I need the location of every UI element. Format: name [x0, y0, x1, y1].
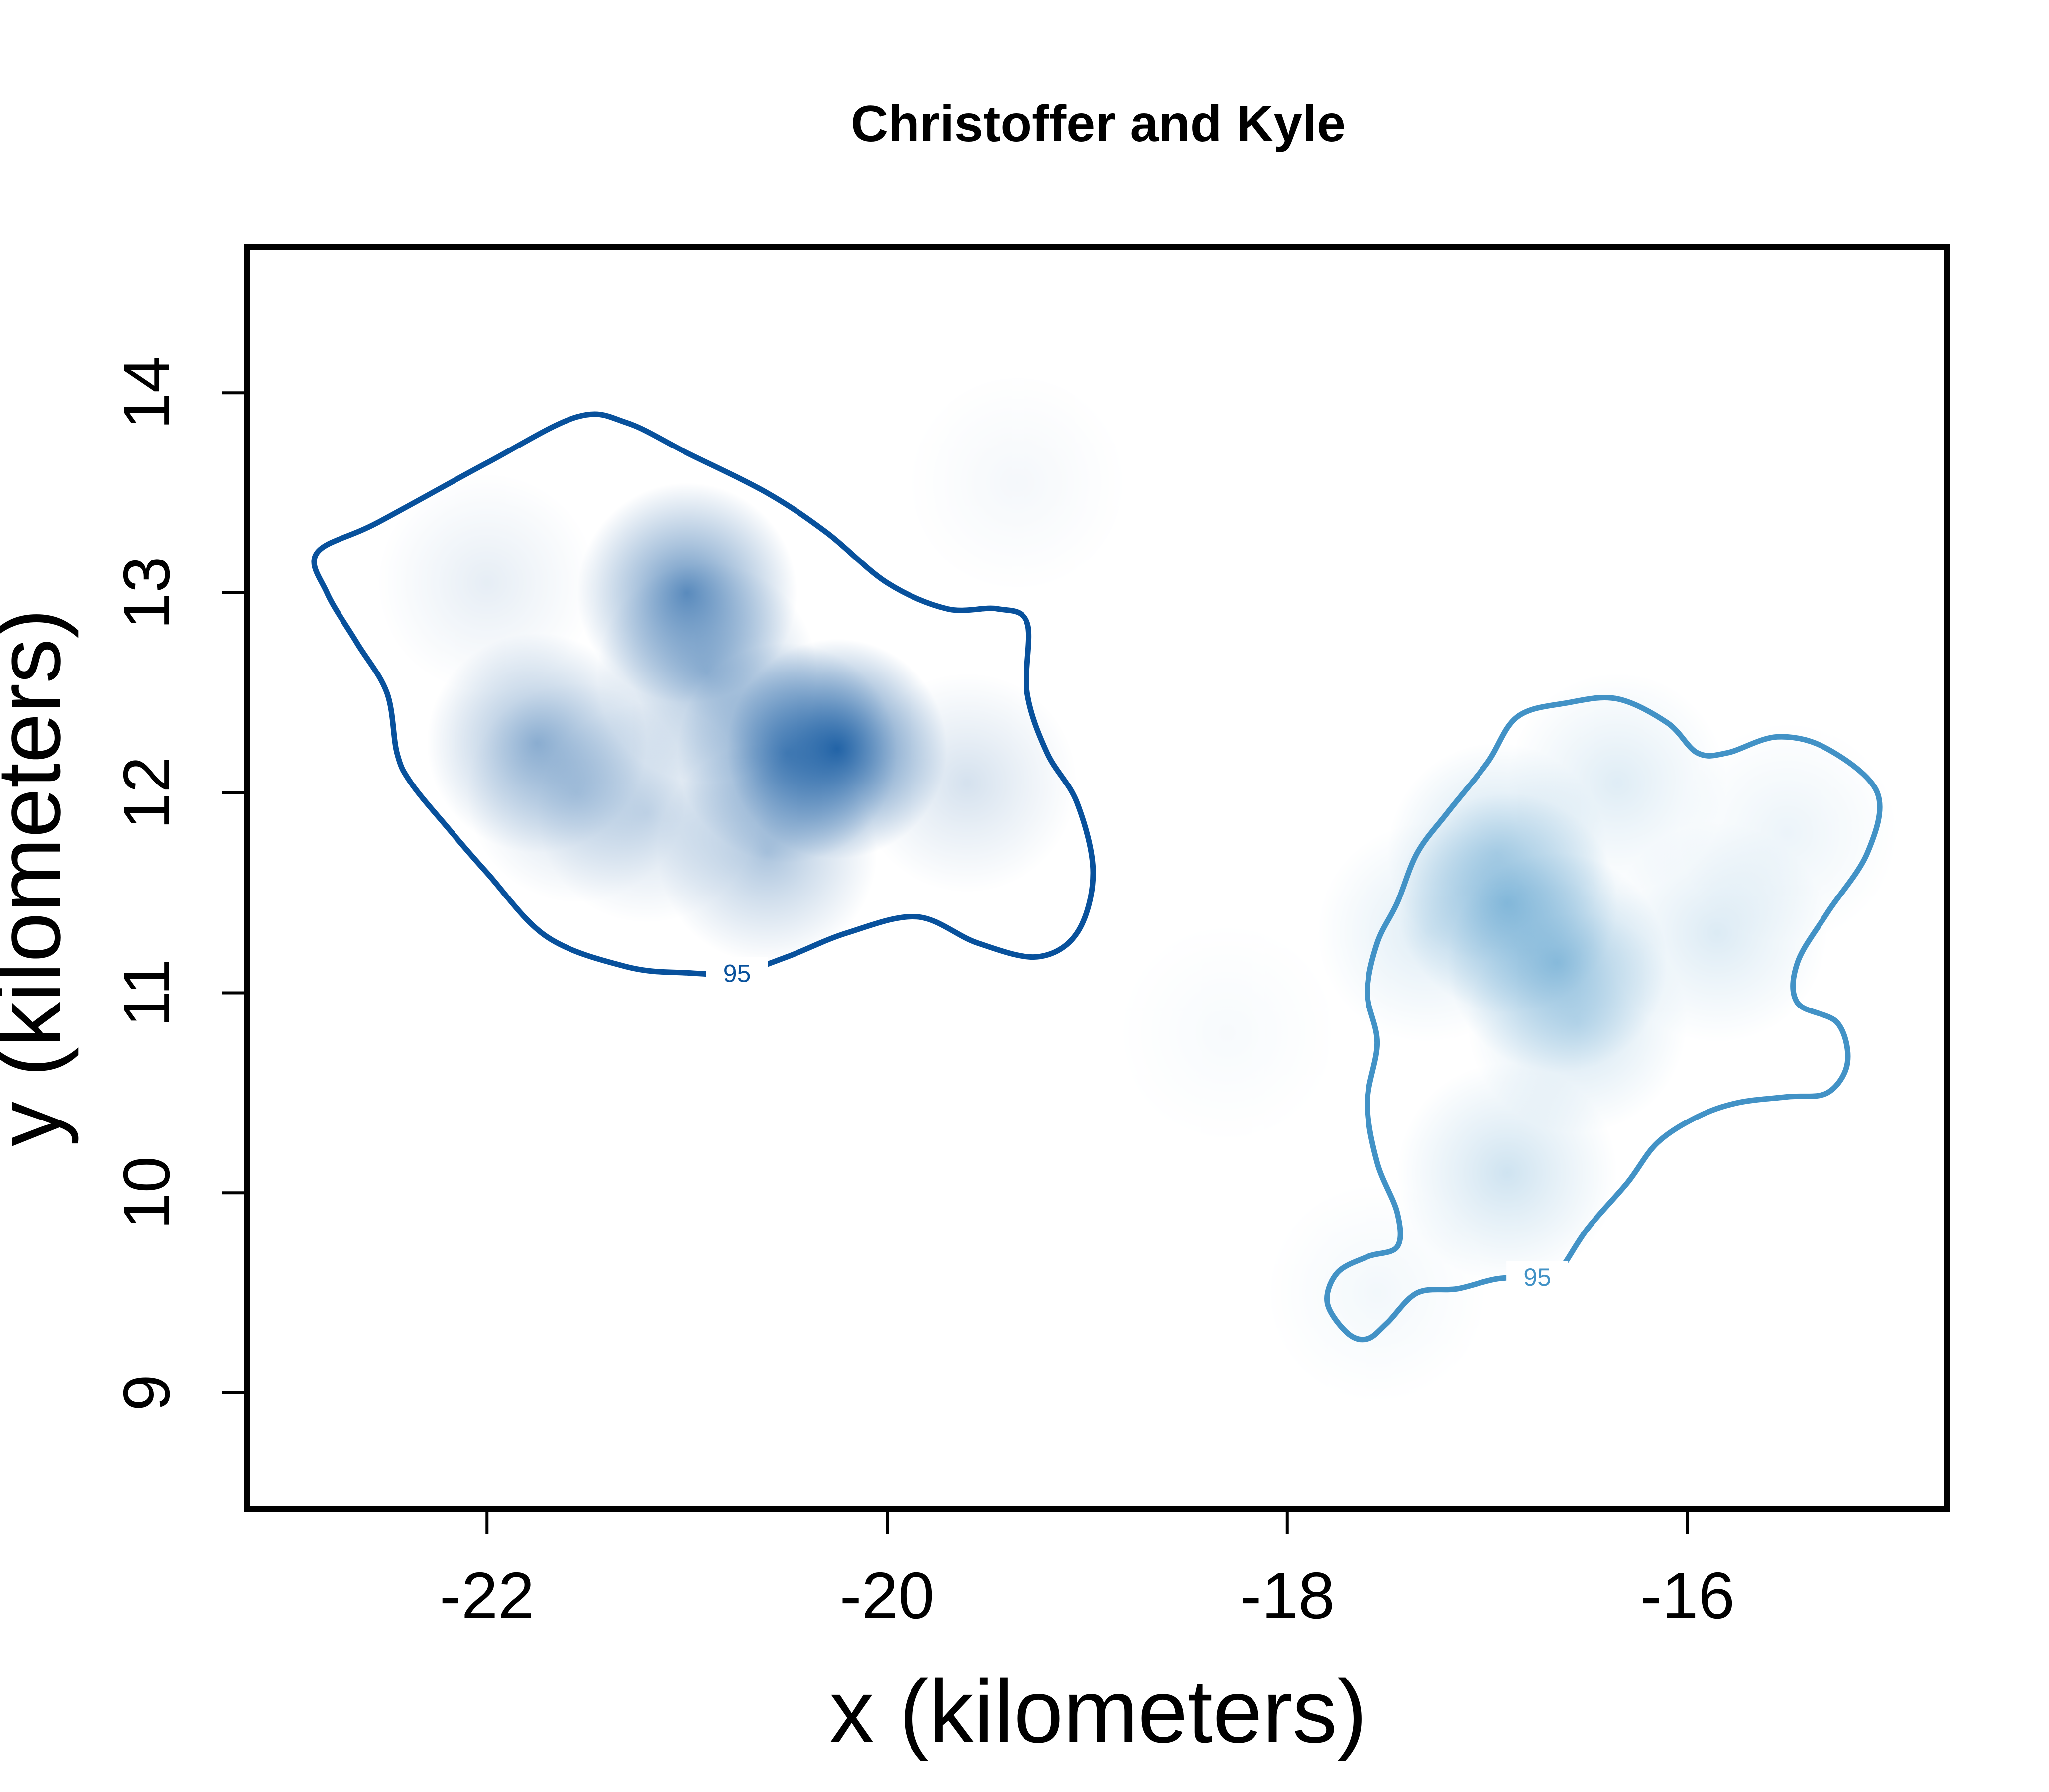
density-peak: [537, 702, 757, 923]
y-axis: 9 10 11 12 13 14: [110, 356, 248, 1411]
density-peak: [1117, 922, 1338, 1143]
density-peak: [1267, 1183, 1487, 1403]
contour-label: 95: [1523, 1263, 1551, 1291]
contour-labels: 95 95: [706, 957, 1569, 1293]
density-peak: [1317, 822, 1538, 1043]
contour-layer: [311, 411, 1883, 1343]
contour-95-line: [311, 411, 1096, 977]
x-tick-label: -20: [840, 1559, 935, 1632]
y-axis-label: y (kilometers): [0, 609, 79, 1146]
y-tick-label: 10: [110, 1156, 183, 1230]
x-axis-label: x (kilometers): [829, 1662, 1367, 1762]
y-tick-label: 12: [110, 756, 183, 829]
contour-label-bg: [706, 957, 768, 989]
density-peak: [377, 472, 597, 693]
density-peak: [857, 672, 1077, 893]
x-axis: -22 -20 -18 -16: [440, 1507, 1735, 1632]
x-tick-label: -16: [1640, 1559, 1735, 1632]
y-tick-label: 14: [110, 356, 183, 430]
density-layer: [377, 373, 1898, 1403]
contour-label: 95: [723, 959, 751, 987]
density-peak: [907, 373, 1128, 593]
x-tick-label: -18: [1240, 1559, 1335, 1632]
y-tick-label: 9: [110, 1374, 183, 1411]
x-tick-label: -22: [440, 1559, 535, 1632]
contour-95-line: [1324, 694, 1883, 1343]
chart-title: Christoffer and Kyle: [851, 95, 1346, 153]
y-tick-label: 11: [110, 959, 183, 1027]
contour-label-bg: [1506, 1260, 1569, 1293]
y-tick-label: 13: [110, 557, 183, 630]
